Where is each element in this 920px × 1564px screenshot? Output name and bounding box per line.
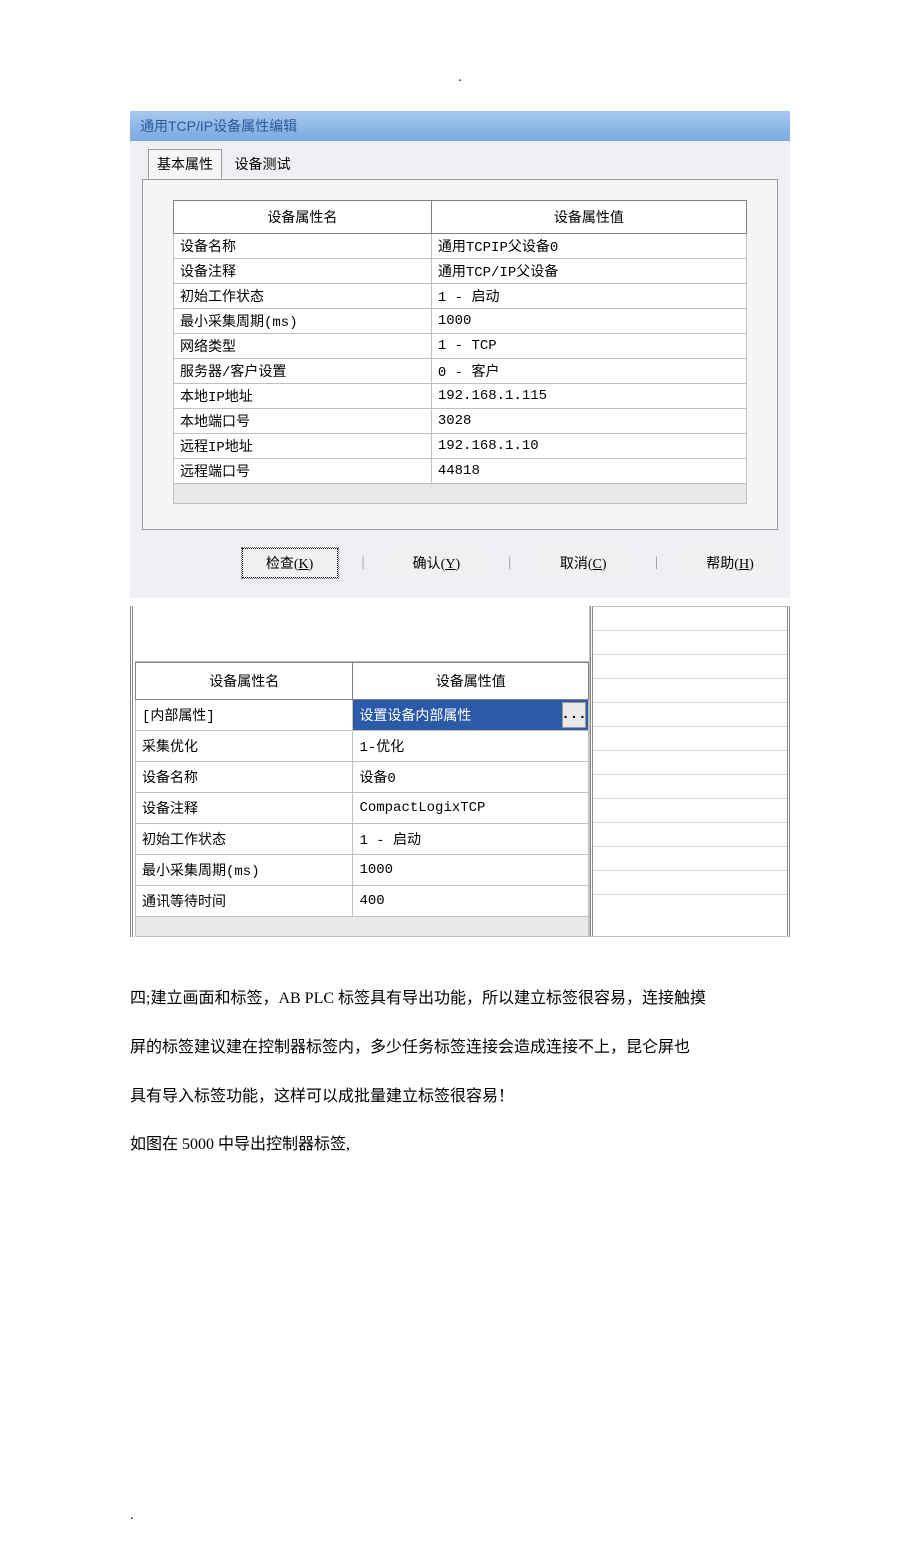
prop-name: 设备注释 bbox=[136, 793, 353, 824]
check-button[interactable]: 检查(K) bbox=[242, 548, 338, 578]
prop-name: 初始工作状态 bbox=[136, 824, 353, 855]
empty-grid bbox=[590, 606, 790, 937]
para-1: 四;建立画面和标签，AB PLC 标签具有导出功能，所以建立标签很容易，连接触摸 bbox=[130, 977, 790, 1022]
prop-name: 采集优化 bbox=[136, 731, 353, 762]
cancel-button[interactable]: 取消(C) bbox=[535, 549, 631, 577]
table-row[interactable]: 设备名称通用TCPIP父设备0 bbox=[174, 234, 747, 259]
dialog-title: 通用TCP/IP设备属性编辑 bbox=[130, 111, 790, 141]
prop-name: 最小采集周期(ms) bbox=[136, 855, 353, 886]
table-row[interactable]: 最小采集周期(ms)1000 bbox=[174, 309, 747, 334]
sep: | bbox=[508, 555, 511, 571]
prop-value[interactable]: 设备0 bbox=[353, 762, 589, 793]
tab-basic[interactable]: 基本属性 bbox=[148, 149, 222, 179]
prop-value[interactable]: CompactLogixTCP bbox=[353, 793, 589, 824]
ok-button[interactable]: 确认(Y) bbox=[388, 549, 484, 577]
spacer bbox=[135, 606, 589, 662]
prop-name: 设备名称 bbox=[136, 762, 353, 793]
table-row[interactable]: 初始工作状态1 - 启动 bbox=[174, 284, 747, 309]
table-row[interactable]: 初始工作状态1 - 启动 bbox=[136, 824, 589, 855]
prop-value[interactable]: 1000 bbox=[431, 309, 746, 334]
table-row[interactable]: 远程端口号44818 bbox=[174, 459, 747, 484]
table-row[interactable]: 采集优化1-优化 bbox=[136, 731, 589, 762]
scroll-stub bbox=[173, 484, 747, 504]
prop-value[interactable]: 1 - 启动 bbox=[353, 824, 589, 855]
tab-content: 设备属性名 设备属性值 设备名称通用TCPIP父设备0设备注释通用TCP/IP父… bbox=[142, 179, 778, 530]
prop-value[interactable]: 1-优化 bbox=[353, 731, 589, 762]
footer-dot: . bbox=[130, 1508, 790, 1524]
second-section: 设备属性名 设备属性值 [内部属性]设置设备内部属性...采集优化1-优化设备名… bbox=[130, 606, 790, 937]
props-table-2: 设备属性名 设备属性值 [内部属性]设置设备内部属性...采集优化1-优化设备名… bbox=[135, 662, 589, 917]
prop-value[interactable]: 1 - 启动 bbox=[431, 284, 746, 309]
prop-name: 本地IP地址 bbox=[174, 384, 432, 409]
col-value-header: 设备属性值 bbox=[431, 201, 746, 234]
prop-name: 网络类型 bbox=[174, 334, 432, 359]
prop-value[interactable]: 1000 bbox=[353, 855, 589, 886]
prop-value[interactable]: 0 - 客户 bbox=[431, 359, 746, 384]
prop-name: 服务器/客户设置 bbox=[174, 359, 432, 384]
para-3: 具有导入标签功能，这样可以成批量建立标签很容易！ bbox=[130, 1075, 790, 1120]
table-row[interactable]: 设备注释通用TCP/IP父设备 bbox=[174, 259, 747, 284]
dialog-container: 通用TCP/IP设备属性编辑 基本属性 设备测试 设备属性名 设备属性值 设备名… bbox=[130, 111, 790, 598]
table-row[interactable]: 服务器/客户设置0 - 客户 bbox=[174, 359, 747, 384]
table-row[interactable]: 本地IP地址192.168.1.115 bbox=[174, 384, 747, 409]
header-dot: . bbox=[130, 70, 790, 86]
table-row[interactable]: [内部属性]设置设备内部属性... bbox=[136, 700, 589, 731]
table-row[interactable]: 通讯等待时间400 bbox=[136, 886, 589, 917]
prop-name: 远程端口号 bbox=[174, 459, 432, 484]
prop-value[interactable]: 设置设备内部属性... bbox=[353, 700, 589, 731]
dialog-buttons: 检查(K) | 确认(Y) | 取消(C) | 帮助(H) bbox=[130, 530, 790, 586]
table-row[interactable]: 设备注释CompactLogixTCP bbox=[136, 793, 589, 824]
para-2: 屏的标签建议建在控制器标签内，多少任务标签连接会造成连接不上，昆仑屏也 bbox=[130, 1026, 790, 1071]
prop-name: 最小采集周期(ms) bbox=[174, 309, 432, 334]
ellipsis-button[interactable]: ... bbox=[562, 702, 586, 728]
table-row[interactable]: 最小采集周期(ms)1000 bbox=[136, 855, 589, 886]
sep: | bbox=[655, 555, 658, 571]
prop-value[interactable]: 通用TCPIP父设备0 bbox=[431, 234, 746, 259]
tabs: 基本属性 设备测试 bbox=[130, 141, 790, 179]
table-row[interactable]: 本地端口号3028 bbox=[174, 409, 747, 434]
prop-value[interactable]: 400 bbox=[353, 886, 589, 917]
prop-value[interactable]: 3028 bbox=[431, 409, 746, 434]
props-table: 设备属性名 设备属性值 设备名称通用TCPIP父设备0设备注释通用TCP/IP父… bbox=[173, 200, 747, 484]
prop-name: 通讯等待时间 bbox=[136, 886, 353, 917]
prop-name: 远程IP地址 bbox=[174, 434, 432, 459]
col2-name-header: 设备属性名 bbox=[136, 663, 353, 700]
table-row[interactable]: 网络类型1 - TCP bbox=[174, 334, 747, 359]
col-name-header: 设备属性名 bbox=[174, 201, 432, 234]
table-row[interactable]: 远程IP地址192.168.1.10 bbox=[174, 434, 747, 459]
col2-value-header: 设备属性值 bbox=[353, 663, 589, 700]
prop-value[interactable]: 1 - TCP bbox=[431, 334, 746, 359]
table-row[interactable]: 设备名称设备0 bbox=[136, 762, 589, 793]
prop-name: 设备名称 bbox=[174, 234, 432, 259]
prop-value[interactable]: 44818 bbox=[431, 459, 746, 484]
body-text: 四;建立画面和标签，AB PLC 标签具有导出功能，所以建立标签很容易，连接触摸… bbox=[130, 977, 790, 1168]
prop-value[interactable]: 通用TCP/IP父设备 bbox=[431, 259, 746, 284]
help-button[interactable]: 帮助(H) bbox=[682, 549, 778, 577]
prop-name: [内部属性] bbox=[136, 700, 353, 731]
dialog-body: 基本属性 设备测试 设备属性名 设备属性值 设备名称通用TCPIP父设备0设备注… bbox=[130, 141, 790, 598]
prop-name: 初始工作状态 bbox=[174, 284, 432, 309]
prop-value[interactable]: 192.168.1.115 bbox=[431, 384, 746, 409]
second-table-container: 设备属性名 设备属性值 [内部属性]设置设备内部属性...采集优化1-优化设备名… bbox=[130, 606, 590, 937]
prop-name: 设备注释 bbox=[174, 259, 432, 284]
tab-test[interactable]: 设备测试 bbox=[226, 149, 300, 179]
scroll-stub-2 bbox=[135, 917, 589, 937]
sep: | bbox=[362, 555, 365, 571]
para-4: 如图在 5000 中导出控制器标签, bbox=[130, 1123, 790, 1168]
prop-name: 本地端口号 bbox=[174, 409, 432, 434]
prop-value[interactable]: 192.168.1.10 bbox=[431, 434, 746, 459]
